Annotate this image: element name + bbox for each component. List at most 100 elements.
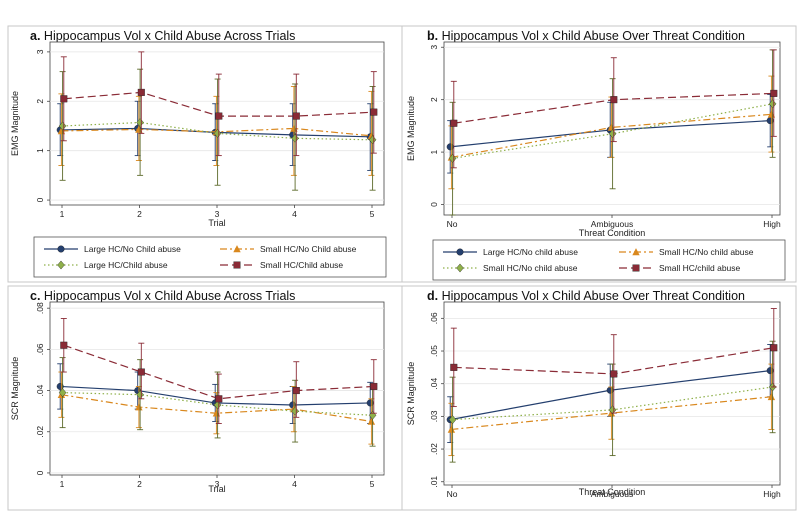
x-tick-label: 1 bbox=[60, 479, 65, 489]
y-tick-label: 2 bbox=[35, 99, 45, 104]
x-tick-label: 4 bbox=[292, 209, 297, 219]
y-tick-label: 0 bbox=[429, 202, 439, 207]
panel-title-text: Hippocampus Vol x Child Abuse Across Tri… bbox=[40, 29, 295, 43]
legend-swatch-marker bbox=[632, 248, 640, 256]
data-point bbox=[450, 363, 458, 371]
panel-title: b. Hippocampus Vol x Child Abuse Over Th… bbox=[427, 29, 745, 43]
data-point bbox=[292, 112, 300, 120]
panel-title-text: Hippocampus Vol x Child Abuse Across Tri… bbox=[40, 289, 295, 303]
series-small_abuse bbox=[450, 49, 778, 169]
x-axis-title: Threat Condition bbox=[579, 228, 646, 238]
series-large_no bbox=[56, 363, 374, 424]
y-tick-label: .06 bbox=[429, 312, 439, 324]
panel-a: a. Hippocampus Vol x Child Abuse Across … bbox=[7, 25, 403, 283]
y-tick-label: .02 bbox=[429, 443, 439, 455]
y-tick-label: .03 bbox=[429, 410, 439, 422]
legend-swatch-marker bbox=[233, 261, 241, 269]
data-point bbox=[213, 400, 222, 410]
x-axis-title: Trial bbox=[208, 218, 225, 228]
data-point bbox=[450, 119, 458, 127]
y-axis-title: SCR Magnitude bbox=[10, 357, 20, 421]
panel-title: c. Hippocampus Vol x Child Abuse Across … bbox=[30, 289, 295, 303]
legend-swatch-marker bbox=[57, 260, 65, 270]
y-tick-label: .02 bbox=[35, 426, 45, 438]
x-tick-label: 2 bbox=[137, 479, 142, 489]
y-tick-label: .05 bbox=[429, 345, 439, 357]
x-tick-label: No bbox=[447, 489, 458, 499]
legend: Large HC/No Child abuse Small HC/No Child… bbox=[33, 236, 387, 278]
data-point bbox=[58, 388, 67, 398]
data-point bbox=[448, 415, 457, 425]
data-point bbox=[135, 403, 143, 411]
data-point bbox=[137, 88, 145, 96]
series-small_abuse bbox=[60, 318, 378, 424]
panel-border bbox=[401, 285, 797, 511]
data-point bbox=[291, 406, 299, 416]
data-point bbox=[610, 96, 618, 104]
series-large_abuse bbox=[58, 68, 377, 191]
data-point bbox=[135, 125, 143, 133]
x-axis-title: Trial bbox=[208, 484, 225, 494]
y-axis-title: EMG Magnitude bbox=[406, 96, 416, 161]
legend-box bbox=[432, 239, 786, 281]
panel-label: d. bbox=[427, 289, 438, 303]
legend-label: Large HC/No Child abuse bbox=[84, 244, 181, 254]
series-small_abuse bbox=[450, 308, 778, 414]
legend-swatch-marker bbox=[57, 245, 65, 253]
x-axis-title: Threat Condition bbox=[579, 487, 646, 497]
data-point bbox=[770, 344, 778, 352]
y-tick-label: 3 bbox=[429, 45, 439, 50]
plot-area bbox=[443, 301, 781, 486]
legend-label: Small HC/Child abuse bbox=[260, 260, 343, 270]
panel-label: a. bbox=[30, 29, 40, 43]
data-point bbox=[215, 395, 223, 403]
y-tick-label: 3 bbox=[35, 49, 45, 54]
x-tick-label: 2 bbox=[137, 209, 142, 219]
data-point bbox=[290, 124, 298, 132]
y-axis-title: EMG Magnitude bbox=[10, 91, 20, 156]
data-point bbox=[60, 95, 68, 103]
data-point bbox=[770, 89, 778, 97]
data-point bbox=[292, 387, 300, 395]
y-tick-label: .08 bbox=[35, 302, 45, 314]
data-point bbox=[448, 153, 457, 163]
panel-label: c. bbox=[30, 289, 40, 303]
legend-label: Small HC/No Child abuse bbox=[260, 244, 357, 254]
data-point bbox=[60, 341, 68, 349]
x-tick-label: No bbox=[447, 219, 458, 229]
x-tick-label: 4 bbox=[292, 479, 297, 489]
data-point bbox=[370, 382, 378, 390]
x-tick-label: 3 bbox=[215, 209, 220, 219]
y-tick-label: 0 bbox=[35, 197, 45, 202]
data-point bbox=[370, 108, 378, 116]
legend-label: Large HC/Child abuse bbox=[84, 260, 168, 270]
legend-box bbox=[33, 236, 387, 278]
x-tick-label: 3 bbox=[215, 479, 220, 489]
data-point bbox=[767, 110, 776, 118]
y-axis-title: SCR Magnitude bbox=[406, 362, 416, 426]
data-point bbox=[768, 99, 777, 109]
y-tick-label: .04 bbox=[429, 378, 439, 390]
legend-swatch-marker bbox=[456, 248, 464, 256]
data-point bbox=[57, 127, 66, 135]
x-tick-label: 5 bbox=[370, 209, 375, 219]
legend-swatch-marker bbox=[632, 264, 640, 272]
data-point bbox=[58, 121, 67, 131]
y-tick-label: 0 bbox=[35, 470, 45, 475]
x-tick-label: 1 bbox=[60, 209, 65, 219]
data-point bbox=[367, 417, 376, 425]
data-point bbox=[212, 409, 221, 417]
x-tick-label: High bbox=[763, 219, 781, 229]
y-tick-label: 1 bbox=[429, 149, 439, 154]
data-point bbox=[136, 118, 144, 127]
panel-title-text: Hippocampus Vol x Child Abuse Over Threa… bbox=[438, 289, 745, 303]
data-point bbox=[213, 128, 222, 138]
panel-title: a. Hippocampus Vol x Child Abuse Across … bbox=[30, 29, 295, 43]
data-point bbox=[607, 123, 616, 131]
panel-b: b. Hippocampus Vol x Child Abuse Over Th… bbox=[401, 25, 797, 283]
panel-border bbox=[401, 25, 797, 283]
x-tick-label: 5 bbox=[370, 479, 375, 489]
plot-area bbox=[49, 41, 385, 206]
y-tick-label: .06 bbox=[35, 343, 45, 355]
